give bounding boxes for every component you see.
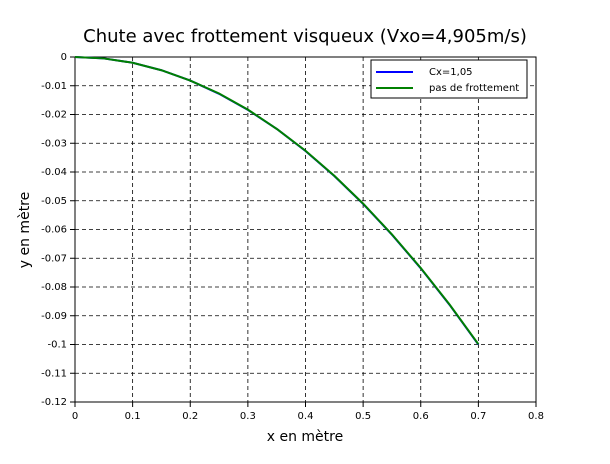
y-axis-label: y en mètre [17, 192, 33, 268]
y-tick-label: -0.02 [41, 110, 67, 121]
y-tick-label: -0.09 [41, 311, 67, 322]
legend-box [370, 59, 528, 99]
legend-label: Cx=1,05 [429, 67, 473, 78]
x-tick-label: 0.8 [528, 411, 544, 422]
line-series [74, 56, 480, 345]
x-tick-label: 0.5 [355, 411, 371, 422]
y-tick-label: -0.07 [41, 253, 67, 264]
x-tick-label: 0.7 [470, 411, 486, 422]
y-tick-label: -0.04 [41, 167, 67, 178]
y-tick-label: -0.1 [47, 340, 67, 351]
y-tick-label: -0.06 [41, 225, 67, 236]
x-tick-label: 0.6 [413, 411, 429, 422]
x-tick-label: 0.3 [240, 411, 256, 422]
y-tick-label: -0.11 [41, 368, 67, 379]
x-tick-label: 0.2 [182, 411, 198, 422]
y-tick-label: -0.12 [41, 397, 67, 408]
x-axis-label: x en mètre [267, 429, 343, 445]
x-tick-label: 0 [72, 411, 78, 422]
y-tick-label: -0.03 [41, 138, 67, 149]
y-tick-label: 0 [61, 52, 67, 63]
y-tick-label: -0.05 [41, 196, 67, 207]
legend-label: pas de frottement [429, 83, 519, 94]
y-tick-label: -0.01 [41, 81, 67, 92]
x-tick-label: 0.4 [298, 411, 314, 422]
x-tick-label: 0.1 [125, 411, 141, 422]
y-tick-label: -0.08 [41, 282, 67, 293]
chart-title: Chute avec frottement visqueux (Vxo=4,90… [83, 26, 527, 47]
